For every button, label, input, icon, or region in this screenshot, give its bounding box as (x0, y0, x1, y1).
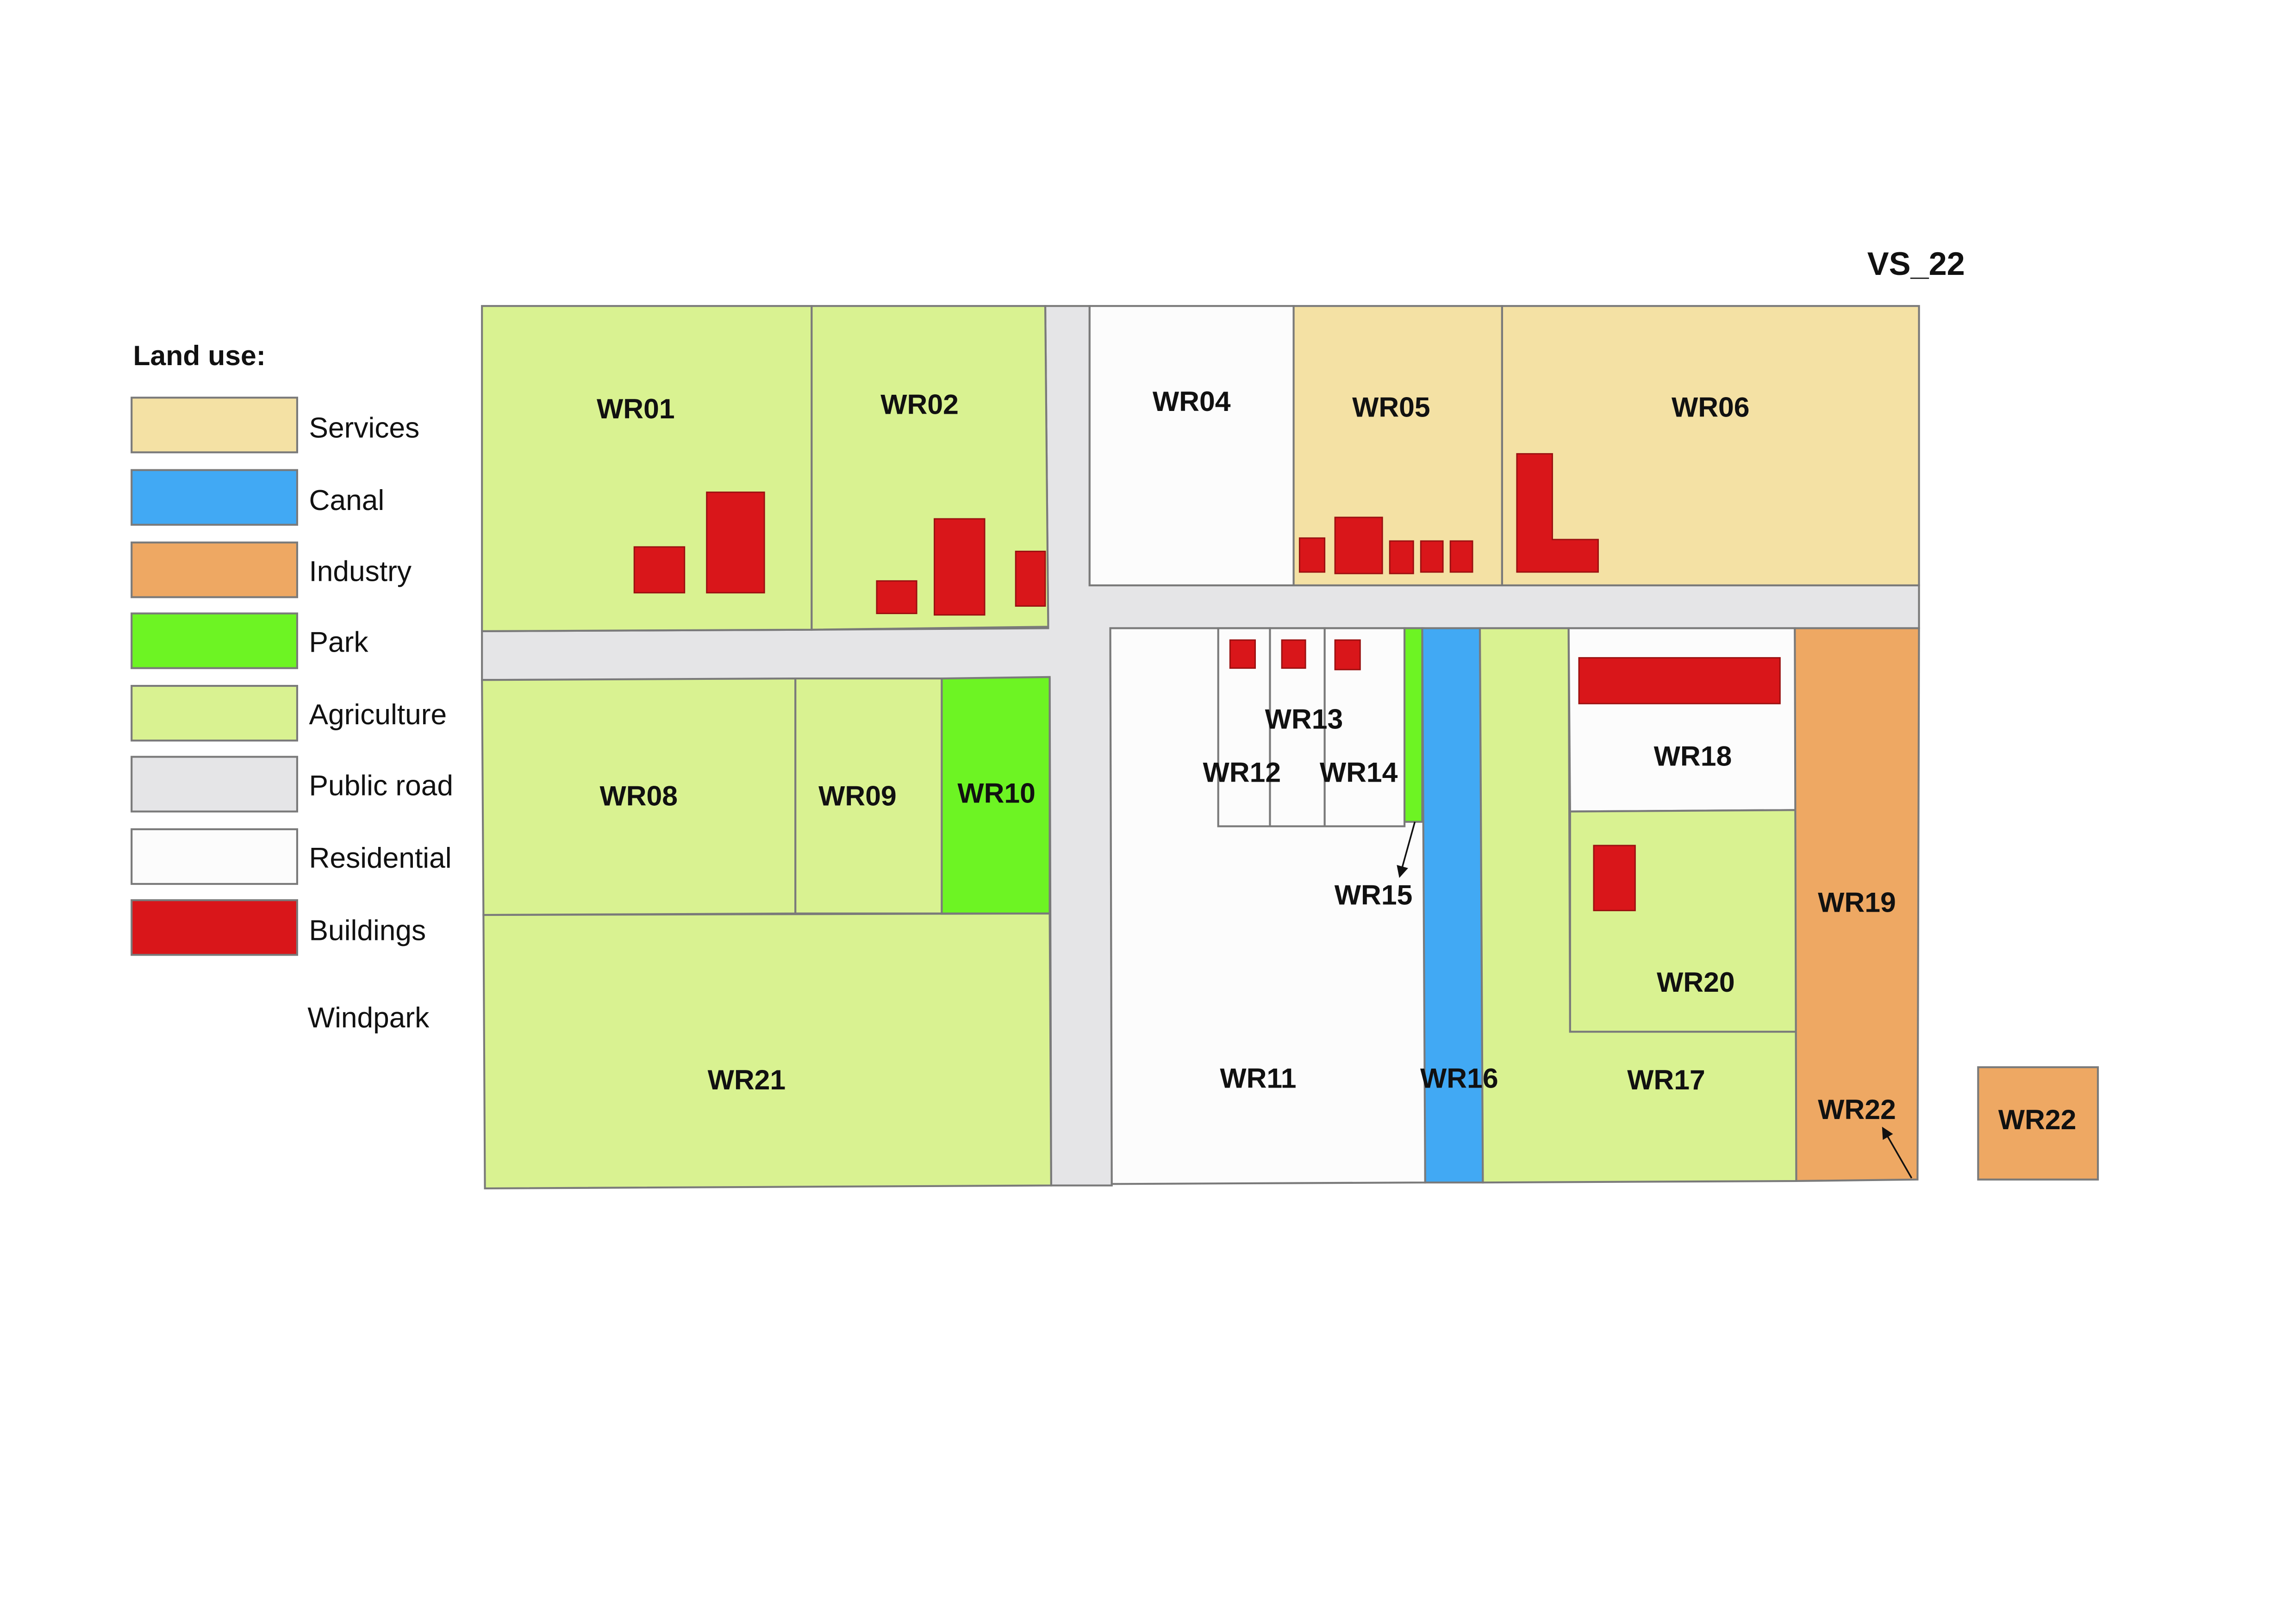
legend-title: Land use: (133, 340, 266, 371)
legend-swatch-residential (131, 828, 299, 885)
parcel-label-wr14: WR14 (1320, 757, 1398, 788)
building (1389, 540, 1414, 574)
building (1281, 639, 1306, 669)
parcel-wr19 (1794, 627, 1920, 1182)
parcel-label-wr12: WR12 (1203, 757, 1281, 788)
parcel-wr16 (1421, 627, 1484, 1184)
legend-swatch-park (131, 612, 299, 669)
building (633, 546, 686, 594)
parcel-wr04 (1088, 305, 1295, 586)
legend-label-canal: Canal (309, 485, 385, 516)
building (1298, 537, 1326, 573)
building (876, 580, 917, 614)
legend-label-windpark: Windpark (307, 1002, 430, 1034)
building (1229, 639, 1256, 669)
parcel-wr22 (1977, 1066, 2099, 1181)
parcel-label-wr16: WR16 (1420, 1063, 1498, 1094)
parcel-label-wr21: WR21 (708, 1064, 786, 1095)
parcel-label-wr15: WR15 (1335, 879, 1413, 911)
parcel-wr06 (1501, 305, 1920, 586)
legend-label-park: Park (309, 627, 369, 659)
parcel-label-wr10: WR10 (957, 777, 1036, 808)
legend-swatch-canal (131, 469, 299, 526)
legend-label-residential: Residential (309, 842, 452, 874)
parcel-wr02 (811, 305, 1049, 631)
parcel-label-wr11: WR11 (1220, 1063, 1296, 1094)
parcel-wr14 (1323, 627, 1406, 827)
parcel-label-wr02: WR02 (880, 388, 959, 420)
building (1334, 516, 1383, 574)
parcel-wr21 (482, 912, 1052, 1190)
building (934, 518, 986, 616)
building (1449, 540, 1473, 573)
parcel-label-wr22: WR22 (1998, 1104, 2077, 1135)
parcel-label-wr01: WR01 (597, 393, 675, 424)
parcel-wr15 (1404, 627, 1423, 823)
parcel-wr20 (1569, 809, 1797, 1033)
building (1578, 657, 1781, 704)
parcel-label-wr06: WR06 (1672, 392, 1750, 423)
parcel-label-wr08: WR08 (599, 780, 678, 812)
building (706, 491, 765, 594)
legend-label-public-road: Public road (309, 770, 454, 802)
building (1334, 639, 1361, 671)
parcel-label-wr09: WR09 (818, 780, 897, 812)
legend-label-industry: Industry (309, 555, 412, 587)
parcel-wr18 (1567, 627, 1797, 813)
parcel-label-wr13: WR13 (1265, 703, 1343, 735)
parcel-label-wr20: WR20 (1657, 966, 1735, 998)
legend-label-agriculture: Agriculture (309, 699, 447, 731)
parcel-label-wr18: WR18 (1654, 740, 1732, 771)
legend-label-services: Services (309, 412, 420, 444)
parcel-label-wr17: WR17 (1627, 1064, 1705, 1095)
legend-swatch-agriculture (131, 684, 299, 742)
legend-swatch-buildings (131, 899, 299, 956)
building (1593, 845, 1636, 911)
parcel-label-wr05: WR05 (1352, 392, 1430, 423)
parcel-label-wr19: WR19 (1818, 887, 1896, 918)
building (1516, 453, 1599, 573)
building (1015, 550, 1046, 607)
legend-swatch-public-road (131, 756, 299, 813)
parcel-label-wr04: WR04 (1153, 386, 1231, 417)
map-title: VS_22 (1867, 245, 1965, 282)
legend-swatch-industry (131, 541, 299, 598)
wr22-callout-arrow (1882, 1126, 1913, 1179)
legend-swatch-services (131, 397, 299, 454)
parcel-callout-label-wr22: WR22 (1818, 1094, 1896, 1125)
wr15-callout-arrow (1397, 821, 1416, 878)
legend: Land use: Services Canal Industry Park A… (131, 340, 453, 1034)
legend-label-buildings: Buildings (309, 914, 426, 946)
building (1420, 540, 1444, 573)
